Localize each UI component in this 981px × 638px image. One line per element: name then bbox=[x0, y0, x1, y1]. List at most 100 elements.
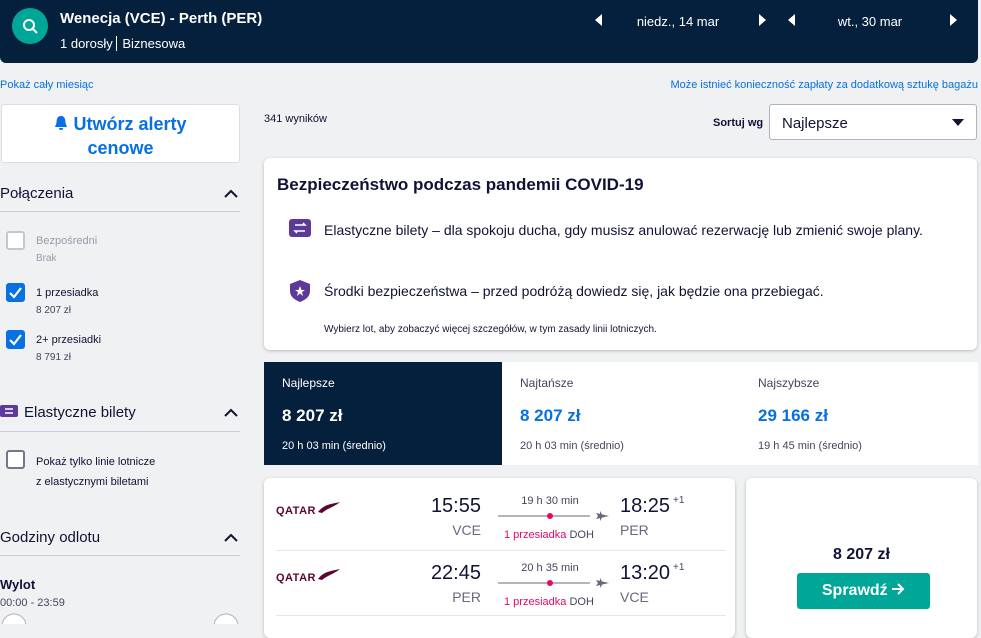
covid-card bbox=[264, 158, 977, 350]
tab-duration: 19 h 45 min (średnio) bbox=[758, 440, 862, 452]
duration: 20 h 35 min bbox=[521, 562, 579, 574]
separator bbox=[0, 211, 240, 212]
tab-price: 8 207 zł bbox=[520, 406, 581, 425]
airline-logo: QATAR bbox=[276, 502, 340, 517]
depart-airport: PER bbox=[452, 589, 481, 605]
stops: 1 przesiadka DOH bbox=[504, 529, 594, 541]
checkbox[interactable] bbox=[6, 450, 25, 469]
stop-count: 1 przesiadka bbox=[504, 529, 567, 541]
flexible-title[interactable]: Elastyczne bilety bbox=[24, 404, 136, 421]
tab-label: Najszybsze bbox=[758, 376, 820, 390]
option-label: 1 przesiadka bbox=[36, 287, 99, 299]
sort-select[interactable]: Najlepsze bbox=[769, 104, 977, 140]
baggage-link[interactable]: Może istnieć konieczność zapłaty za doda… bbox=[670, 79, 978, 91]
return-date[interactable]: wt., 30 mar bbox=[837, 14, 903, 29]
passengers-text: 1 dorosły bbox=[60, 36, 113, 51]
day-offset: +1 bbox=[673, 562, 685, 573]
sort-tab[interactable] bbox=[740, 362, 978, 465]
separator bbox=[276, 550, 726, 551]
depart-time: 15:55 bbox=[430, 495, 481, 517]
sort-value: Najlepsze bbox=[782, 115, 848, 132]
separator bbox=[276, 615, 726, 616]
covid-item: Elastyczne bilety – dla spokoju ducha, g… bbox=[324, 222, 923, 238]
tab-price: 8 207 zł bbox=[282, 406, 343, 425]
sort-label: Sortuj wg bbox=[713, 117, 764, 129]
route[interactable]: Wenecja (VCE) - Perth (PER) bbox=[60, 10, 263, 27]
option-price: 8 207 zł bbox=[36, 305, 72, 316]
separator bbox=[0, 555, 240, 556]
chevron[interactable] bbox=[224, 408, 238, 418]
price-card bbox=[746, 478, 977, 638]
duration: 19 h 30 min bbox=[521, 495, 579, 507]
sort-tab[interactable] bbox=[264, 362, 502, 465]
arrive-time: 13:20 bbox=[620, 562, 671, 584]
tab-label: Najtańsze bbox=[520, 376, 574, 390]
flex-icon bbox=[0, 405, 18, 417]
tab-price: 29 166 zł bbox=[758, 406, 828, 425]
times-subtitle: Wylot bbox=[0, 577, 36, 592]
arrow-icon bbox=[892, 583, 905, 595]
passengers[interactable]: 1 dorosły Biznesowa bbox=[60, 36, 186, 51]
select-button-text: Sprawdź bbox=[821, 582, 888, 599]
ticket-icon bbox=[289, 219, 311, 237]
checkbox[interactable] bbox=[6, 283, 25, 302]
chevron[interactable] bbox=[224, 189, 238, 199]
flexible-option-line: z elastycznymi biletami bbox=[36, 476, 149, 488]
flight-card[interactable] bbox=[264, 478, 735, 638]
search-button[interactable] bbox=[12, 8, 48, 44]
airline-logo: QATAR bbox=[276, 569, 340, 584]
times-range: 00:00 - 23:59 bbox=[0, 597, 65, 609]
flight-price: 8 207 zł bbox=[833, 546, 890, 563]
times-title[interactable]: Godziny odlotu bbox=[0, 529, 101, 546]
option-price: Brak bbox=[36, 253, 57, 264]
sort-tab[interactable] bbox=[502, 362, 740, 465]
route-line bbox=[498, 511, 609, 521]
search-icon bbox=[23, 19, 38, 34]
cabin: Biznesowa bbox=[116, 36, 186, 51]
depart-airport: VCE bbox=[452, 522, 481, 538]
option-price: 8 791 zł bbox=[36, 352, 72, 363]
month-link[interactable]: Pokaż cały miesiąc bbox=[0, 79, 94, 91]
option-label: Bezpośredni bbox=[36, 235, 98, 247]
covid-title: Bezpieczeństwo podczas pandemii COVID-19 bbox=[277, 175, 644, 194]
flexible-option-line: Pokaż tylko linie lotnicze bbox=[36, 456, 156, 468]
arrive-airport: VCE bbox=[620, 589, 649, 605]
route-line bbox=[498, 578, 609, 588]
chevron[interactable] bbox=[224, 533, 238, 543]
oryx-icon bbox=[317, 502, 340, 513]
checkbox[interactable] bbox=[6, 330, 25, 349]
depart-time: 22:45 bbox=[430, 562, 481, 584]
checkmark bbox=[9, 334, 22, 346]
oryx-icon bbox=[317, 569, 340, 580]
dropdown-icon bbox=[952, 119, 964, 126]
bell-icon bbox=[55, 116, 68, 130]
search-header bbox=[0, 0, 978, 63]
arrive-airport: PER bbox=[620, 522, 649, 538]
checkmark bbox=[9, 287, 22, 299]
date-arrows bbox=[595, 14, 957, 26]
stop-count: 1 przesiadka bbox=[504, 596, 567, 608]
price-alert-button[interactable]: Utwórz alerty cenowe bbox=[1, 104, 240, 163]
shield-icon bbox=[290, 280, 310, 302]
tab-label: Najlepsze bbox=[282, 376, 335, 390]
tab-duration: 20 h 03 min (średnio) bbox=[520, 440, 624, 452]
stop-airport: DOH bbox=[569, 529, 594, 541]
slider-handles[interactable] bbox=[0, 612, 240, 624]
separator bbox=[0, 431, 240, 432]
tab-duration: 20 h 03 min (średnio) bbox=[282, 440, 386, 452]
outbound-date[interactable]: niedz., 14 mar bbox=[636, 14, 720, 29]
price-alert-text: Utwórz alerty cenowe bbox=[73, 114, 187, 158]
option-label: 2+ przesiadki bbox=[36, 334, 102, 346]
covid-note: Wybierz lot, aby zobaczyć więcej szczegó… bbox=[324, 324, 657, 335]
connections-title[interactable]: Połączenia bbox=[0, 185, 74, 202]
checkbox bbox=[6, 231, 25, 250]
stops: 1 przesiadka DOH bbox=[504, 596, 594, 608]
covid-item: Środki bezpieczeństwa – przed podróżą do… bbox=[324, 283, 824, 299]
arrive-time: 18:25 bbox=[620, 495, 671, 517]
result-count: 341 wyników bbox=[264, 113, 327, 125]
stop-airport: DOH bbox=[569, 596, 594, 608]
select-button[interactable]: Sprawdź bbox=[797, 573, 930, 609]
day-offset: +1 bbox=[673, 495, 685, 506]
